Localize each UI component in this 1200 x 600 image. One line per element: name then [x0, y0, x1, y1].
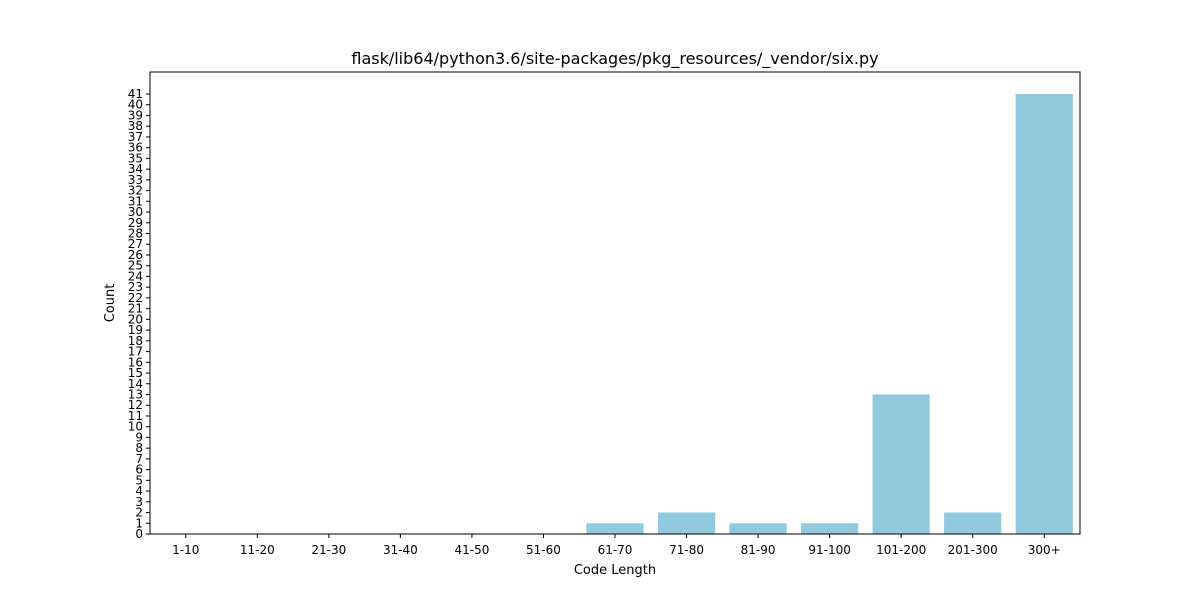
bars-layer: [586, 94, 1073, 534]
y-tick-label: 11: [128, 409, 143, 423]
chart-title: flask/lib64/python3.6/site-packages/pkg_…: [351, 49, 878, 69]
y-tick-label: 20: [128, 312, 143, 326]
y-tick-label: 36: [128, 141, 143, 155]
y-tick-label: 5: [135, 473, 143, 487]
x-tick-label: 1-10: [172, 543, 199, 557]
x-tick-label: 31-40: [383, 543, 418, 557]
y-tick-label: 37: [128, 130, 143, 144]
x-tick-label: 61-70: [598, 543, 633, 557]
x-tick-label: 21-30: [311, 543, 346, 557]
y-tick-label: 7: [135, 452, 143, 466]
y-tick-label: 4: [135, 484, 143, 498]
bar-101-200: [872, 394, 930, 534]
y-tick-label: 9: [135, 430, 143, 444]
x-tick-label: 51-60: [526, 543, 561, 557]
y-tick-label: 35: [128, 151, 143, 165]
y-tick-label: 26: [128, 248, 143, 262]
y-tick-label: 34: [128, 162, 143, 176]
x-tick-label: 300+: [1028, 543, 1061, 557]
x-axis: 1-10 11-20 21-30 31-40 41-50 51-60 61-70 71-80 8…: [172, 534, 1061, 557]
plot-frame: [149, 71, 1081, 535]
y-tick-label: 12: [128, 398, 143, 412]
y-tick-label: 3: [135, 495, 143, 509]
y-tick-label: 30: [128, 205, 143, 219]
y-tick-label: 8: [135, 441, 143, 455]
x-axis-label: Code Length: [574, 563, 656, 578]
bar-81-90: [729, 523, 787, 534]
x-tick-label: 201-300: [948, 543, 998, 557]
y-tick-label: 23: [128, 280, 143, 294]
y-tick-label: 2: [135, 506, 143, 520]
x-tick-label: 11-20: [240, 543, 275, 557]
bar-300+: [1015, 94, 1073, 534]
y-tick-label: 16: [128, 355, 143, 369]
y-tick-label: 24: [128, 269, 143, 283]
x-tick-label: 101-200: [876, 543, 926, 557]
bar-61-70: [586, 523, 644, 534]
bar-71-80: [657, 512, 716, 534]
y-tick-label: 19: [128, 323, 143, 337]
y-tick-label: 38: [128, 119, 143, 133]
y-tick-label: 1: [135, 516, 143, 530]
y-tick-label: 33: [128, 173, 143, 187]
y-tick-label: 29: [128, 216, 143, 230]
y-tick-label: 6: [135, 463, 143, 477]
bar-91-100: [801, 523, 859, 534]
y-tick-label: 27: [128, 237, 143, 251]
y-tick-label: 17: [128, 345, 143, 359]
y-tick-label: 18: [128, 334, 143, 348]
x-tick-label: 41-50: [454, 543, 489, 557]
y-tick-label: 22: [128, 291, 143, 305]
y-tick-label: 13: [128, 387, 143, 401]
y-tick-label: 0: [135, 527, 143, 541]
x-tick-label: 91-100: [808, 543, 851, 557]
y-axis: 0123456789101112131415161718192021222324…: [128, 87, 150, 541]
y-axis-label: Count: [103, 284, 118, 323]
y-tick-label: 41: [128, 87, 143, 101]
y-tick-label: 14: [128, 377, 143, 391]
y-tick-label: 21: [128, 302, 143, 316]
y-tick-label: 15: [128, 366, 143, 380]
y-tick-label: 25: [128, 259, 143, 273]
y-tick-label: 40: [128, 98, 143, 112]
y-tick-label: 39: [128, 108, 143, 122]
y-tick-label: 31: [128, 194, 143, 208]
x-tick-label: 71-80: [669, 543, 704, 557]
y-tick-label: 28: [128, 227, 143, 241]
y-tick-label: 32: [128, 184, 143, 198]
y-tick-label: 10: [128, 420, 143, 434]
bar-201-300: [944, 512, 1002, 534]
x-tick-label: 81-90: [741, 543, 776, 557]
